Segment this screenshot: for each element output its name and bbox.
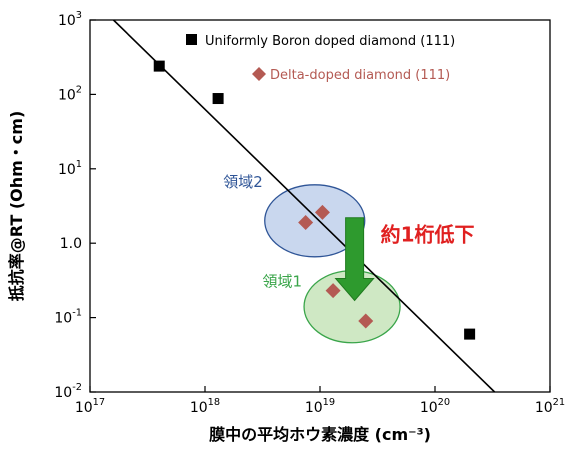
legend-label-uniform: Uniformly Boron doped diamond (111) xyxy=(205,34,455,49)
label-layer: 膜中の平均ホウ素濃度 (cm⁻³) 抵抗率@RT (Ohm・cm) xyxy=(7,111,431,444)
region2-ellipse xyxy=(264,184,366,258)
x-tick-label: 1020 xyxy=(420,397,450,416)
fit-line xyxy=(112,19,496,393)
decrease-arrow xyxy=(334,217,375,302)
x-tick-label: 1019 xyxy=(305,397,335,416)
region-layer: 領域2 領域1 xyxy=(223,173,401,344)
delta-point-1 xyxy=(314,204,330,220)
legend-marker-delta xyxy=(252,67,266,81)
region1-label: 領域1 xyxy=(263,273,303,291)
uniform-point-2 xyxy=(464,328,476,340)
y-axis-title: 抵抗率@RT (Ohm・cm) xyxy=(7,111,26,302)
legend-marker-uniform xyxy=(186,34,197,45)
region2-label: 領域2 xyxy=(223,173,263,191)
x-axis-title: 膜中の平均ホウ素濃度 (cm⁻³) xyxy=(209,425,431,444)
delta-point-3 xyxy=(358,313,374,329)
y-tick-label: 101 xyxy=(58,159,82,178)
x-tick-label: 1017 xyxy=(75,397,105,416)
x-tick-label: 1018 xyxy=(190,397,220,416)
legend: Uniformly Boron doped diamond (111) Delta… xyxy=(186,34,455,83)
uniform-point-0 xyxy=(153,60,165,72)
delta-point-2 xyxy=(325,283,341,299)
delta-point-0 xyxy=(298,214,314,230)
decrease-annotation: 約1桁低下 xyxy=(381,223,475,247)
arrow-layer: 約1桁低下 xyxy=(334,217,475,302)
tick-layer: 1017 1018 1019 1020 1021 103 102 101 1.0 10-1 10-2 xyxy=(54,10,565,416)
y-tick-label: 10-2 xyxy=(54,382,82,401)
y-tick-label: 10-1 xyxy=(54,308,82,327)
y-tick-label: 1.0 xyxy=(60,236,82,252)
y-tick-label: 103 xyxy=(58,10,82,29)
y-tick-label: 102 xyxy=(58,84,82,103)
legend-label-delta: Delta-doped diamond (111) xyxy=(270,68,450,83)
fit-layer xyxy=(112,19,496,393)
x-tick-label: 1021 xyxy=(535,397,565,416)
points-layer xyxy=(153,60,476,340)
uniform-point-1 xyxy=(212,93,224,105)
